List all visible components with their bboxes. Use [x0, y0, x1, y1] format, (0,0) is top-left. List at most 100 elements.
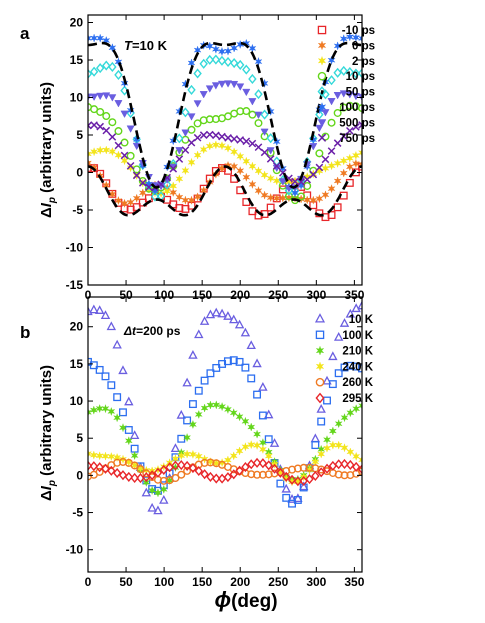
data-point	[200, 376, 209, 385]
data-point	[183, 432, 192, 443]
data-point	[236, 83, 245, 91]
data-point	[327, 184, 336, 194]
data-point	[159, 484, 168, 494]
data-point	[260, 128, 269, 137]
legend-marker	[315, 345, 325, 356]
legend-label: 10 K	[349, 314, 374, 326]
data-point	[327, 147, 336, 155]
data-point	[88, 460, 93, 471]
panel-a-ylabel: ΔIp (arbitrary units)	[38, 82, 58, 218]
data-point	[351, 158, 360, 169]
data-point	[309, 195, 318, 205]
data-point	[188, 449, 197, 459]
data-point	[88, 149, 92, 159]
data-point	[108, 94, 117, 102]
data-point	[248, 161, 257, 171]
data-point	[130, 444, 139, 453]
data-point	[119, 408, 127, 417]
data-point	[352, 404, 361, 414]
data-point	[333, 203, 342, 212]
data-point	[96, 107, 105, 116]
data-point	[266, 147, 275, 155]
data-point	[224, 160, 233, 171]
data-point	[177, 460, 186, 471]
data-point	[315, 109, 324, 120]
panel-a-frame	[87, 14, 363, 286]
data-point	[339, 90, 348, 98]
data-point	[303, 181, 312, 190]
data-point	[205, 130, 214, 139]
data-point	[205, 85, 214, 93]
data-point	[253, 429, 262, 439]
data-point	[205, 141, 214, 151]
data-point	[297, 192, 306, 201]
data-point	[88, 158, 92, 168]
data-point	[358, 455, 362, 465]
data-point	[90, 33, 99, 43]
data-point	[175, 192, 184, 202]
data-point	[211, 140, 220, 150]
data-point	[107, 406, 116, 417]
data-point	[241, 462, 250, 473]
data-point	[230, 135, 238, 143]
data-point	[254, 111, 263, 120]
data-point	[96, 145, 105, 155]
data-point	[333, 108, 342, 117]
x-axis-label: ϕ(deg)	[214, 587, 277, 612]
data-point	[323, 396, 331, 405]
data-point	[217, 308, 227, 318]
data-point	[346, 447, 355, 457]
data-point	[129, 430, 140, 439]
data-point	[113, 413, 122, 423]
data-point	[328, 351, 338, 361]
panel-a-annotation: T=10 K	[124, 38, 168, 53]
legend-marker	[315, 330, 325, 340]
data-point	[310, 433, 321, 443]
legend-label: 0 ps	[352, 40, 375, 52]
legend-label: -10 ps	[342, 25, 375, 37]
data-point	[211, 54, 221, 65]
data-point	[130, 461, 139, 470]
legend-marker	[317, 25, 327, 35]
data-point	[358, 104, 362, 113]
x-tick-label: 250	[268, 288, 288, 302]
data-point	[340, 413, 349, 423]
data-point	[96, 33, 105, 43]
data-point	[177, 470, 186, 479]
data-point	[327, 55, 336, 65]
data-point	[351, 461, 361, 472]
data-point	[120, 151, 129, 160]
data-point	[293, 464, 302, 473]
data-point	[315, 163, 324, 172]
data-point	[284, 192, 293, 201]
data-point	[188, 400, 197, 409]
data-point	[339, 168, 348, 178]
data-point	[340, 443, 349, 453]
data-point	[136, 465, 145, 474]
data-point	[102, 60, 111, 71]
data-point	[323, 443, 332, 453]
data-point	[258, 470, 267, 479]
data-point	[345, 153, 354, 163]
data-point	[346, 408, 355, 418]
data-point	[108, 61, 117, 72]
legend-marker	[314, 313, 326, 323]
data-point	[188, 350, 198, 359]
data-point	[89, 405, 98, 415]
legend-label: 210 K	[342, 346, 373, 358]
panel-b-ylabel: ΔIp (arbitrary units)	[38, 365, 58, 501]
data-point	[147, 502, 157, 512]
data-point	[357, 68, 362, 79]
data-point	[276, 479, 285, 488]
data-point	[194, 386, 203, 395]
data-point	[107, 451, 116, 462]
data-point	[89, 304, 99, 314]
data-point	[311, 441, 320, 450]
data-point	[254, 143, 263, 152]
data-point	[258, 382, 268, 391]
data-point	[187, 113, 196, 121]
data-point	[175, 106, 184, 117]
y-tick-label: -10	[66, 241, 84, 255]
data-point	[266, 192, 275, 203]
data-point	[199, 144, 208, 155]
